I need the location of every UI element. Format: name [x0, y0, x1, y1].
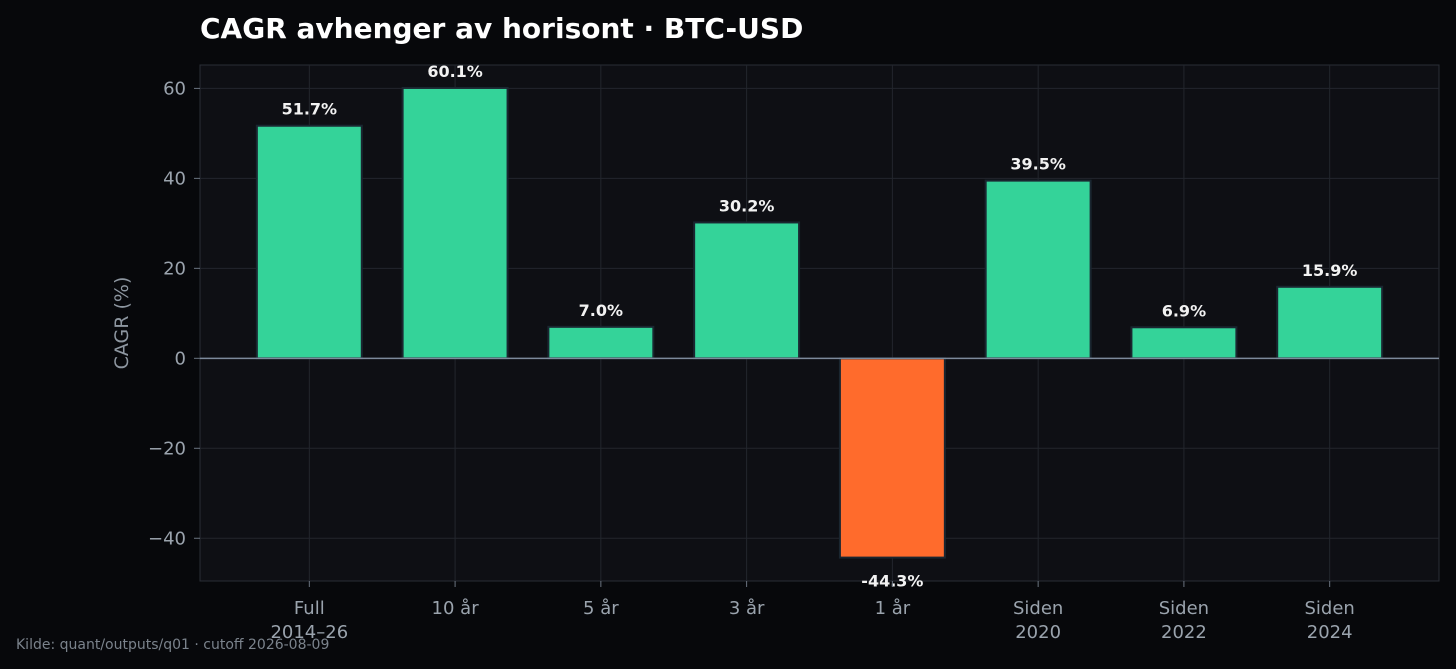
x-tick-label-line: Full [294, 598, 325, 619]
bar [984, 179, 1092, 360]
x-tick-label-line: 2024 [1307, 622, 1353, 643]
x-tick-label-line: 2014–26 [270, 622, 348, 643]
bar [547, 325, 655, 360]
x-tick-label: 1 år [875, 598, 911, 619]
x-tick-label-line: Siden [1013, 598, 1063, 619]
bar [693, 221, 801, 360]
x-tick-label: Full 2014–26 [270, 598, 348, 643]
y-tick-label: 40 [163, 168, 186, 189]
x-tick-label: 5 år [583, 598, 619, 619]
bar [255, 124, 363, 360]
y-axis-title: CAGR (%) [111, 277, 133, 370]
x-tick-label-line: Siden [1159, 598, 1209, 619]
x-tick-label-line: 1 år [875, 598, 911, 619]
x-tick-label-line: 5 år [583, 598, 619, 619]
x-tick-label-line: 10 år [432, 598, 480, 619]
data-label: 60.1% [427, 62, 483, 81]
plot-area [199, 64, 1440, 582]
y-tick-label: 20 [163, 258, 186, 279]
x-tick-label: Siden 2024 [1305, 598, 1355, 643]
data-label: 30.2% [719, 196, 775, 215]
bar [838, 357, 946, 559]
x-tick-label: Siden 2020 [1013, 598, 1063, 643]
chart-title: CAGR avhenger av horisont · BTC-USD [200, 12, 803, 45]
bar [1130, 326, 1238, 360]
x-tick-label: Siden 2022 [1159, 598, 1209, 643]
source-note: Kilde: quant/outputs/q01 · cutoff 2026-0… [16, 637, 329, 653]
x-tick-label-line: 2022 [1161, 622, 1207, 643]
x-tick-label-line: 2020 [1015, 622, 1061, 643]
bar [1276, 285, 1384, 360]
y-tick-label: −20 [148, 438, 186, 459]
bars [255, 86, 1384, 559]
data-label: 39.5% [1010, 155, 1066, 174]
data-label: 7.0% [579, 301, 623, 320]
x-tick-label-line: 3 år [729, 598, 765, 619]
data-label: 51.7% [282, 100, 338, 119]
y-axis-ticks: −40 −20 0 20 40 60 [148, 78, 200, 549]
bar [401, 86, 509, 360]
x-tick-label: 10 år [432, 598, 480, 619]
y-tick-label: 0 [175, 348, 186, 369]
x-tick-label-line: Siden [1305, 598, 1355, 619]
y-tick-label: 60 [163, 78, 186, 99]
x-tick-label: 3 år [729, 598, 765, 619]
y-tick-label: −40 [148, 528, 186, 549]
data-label: 15.9% [1302, 261, 1358, 280]
data-label: 6.9% [1162, 301, 1206, 320]
